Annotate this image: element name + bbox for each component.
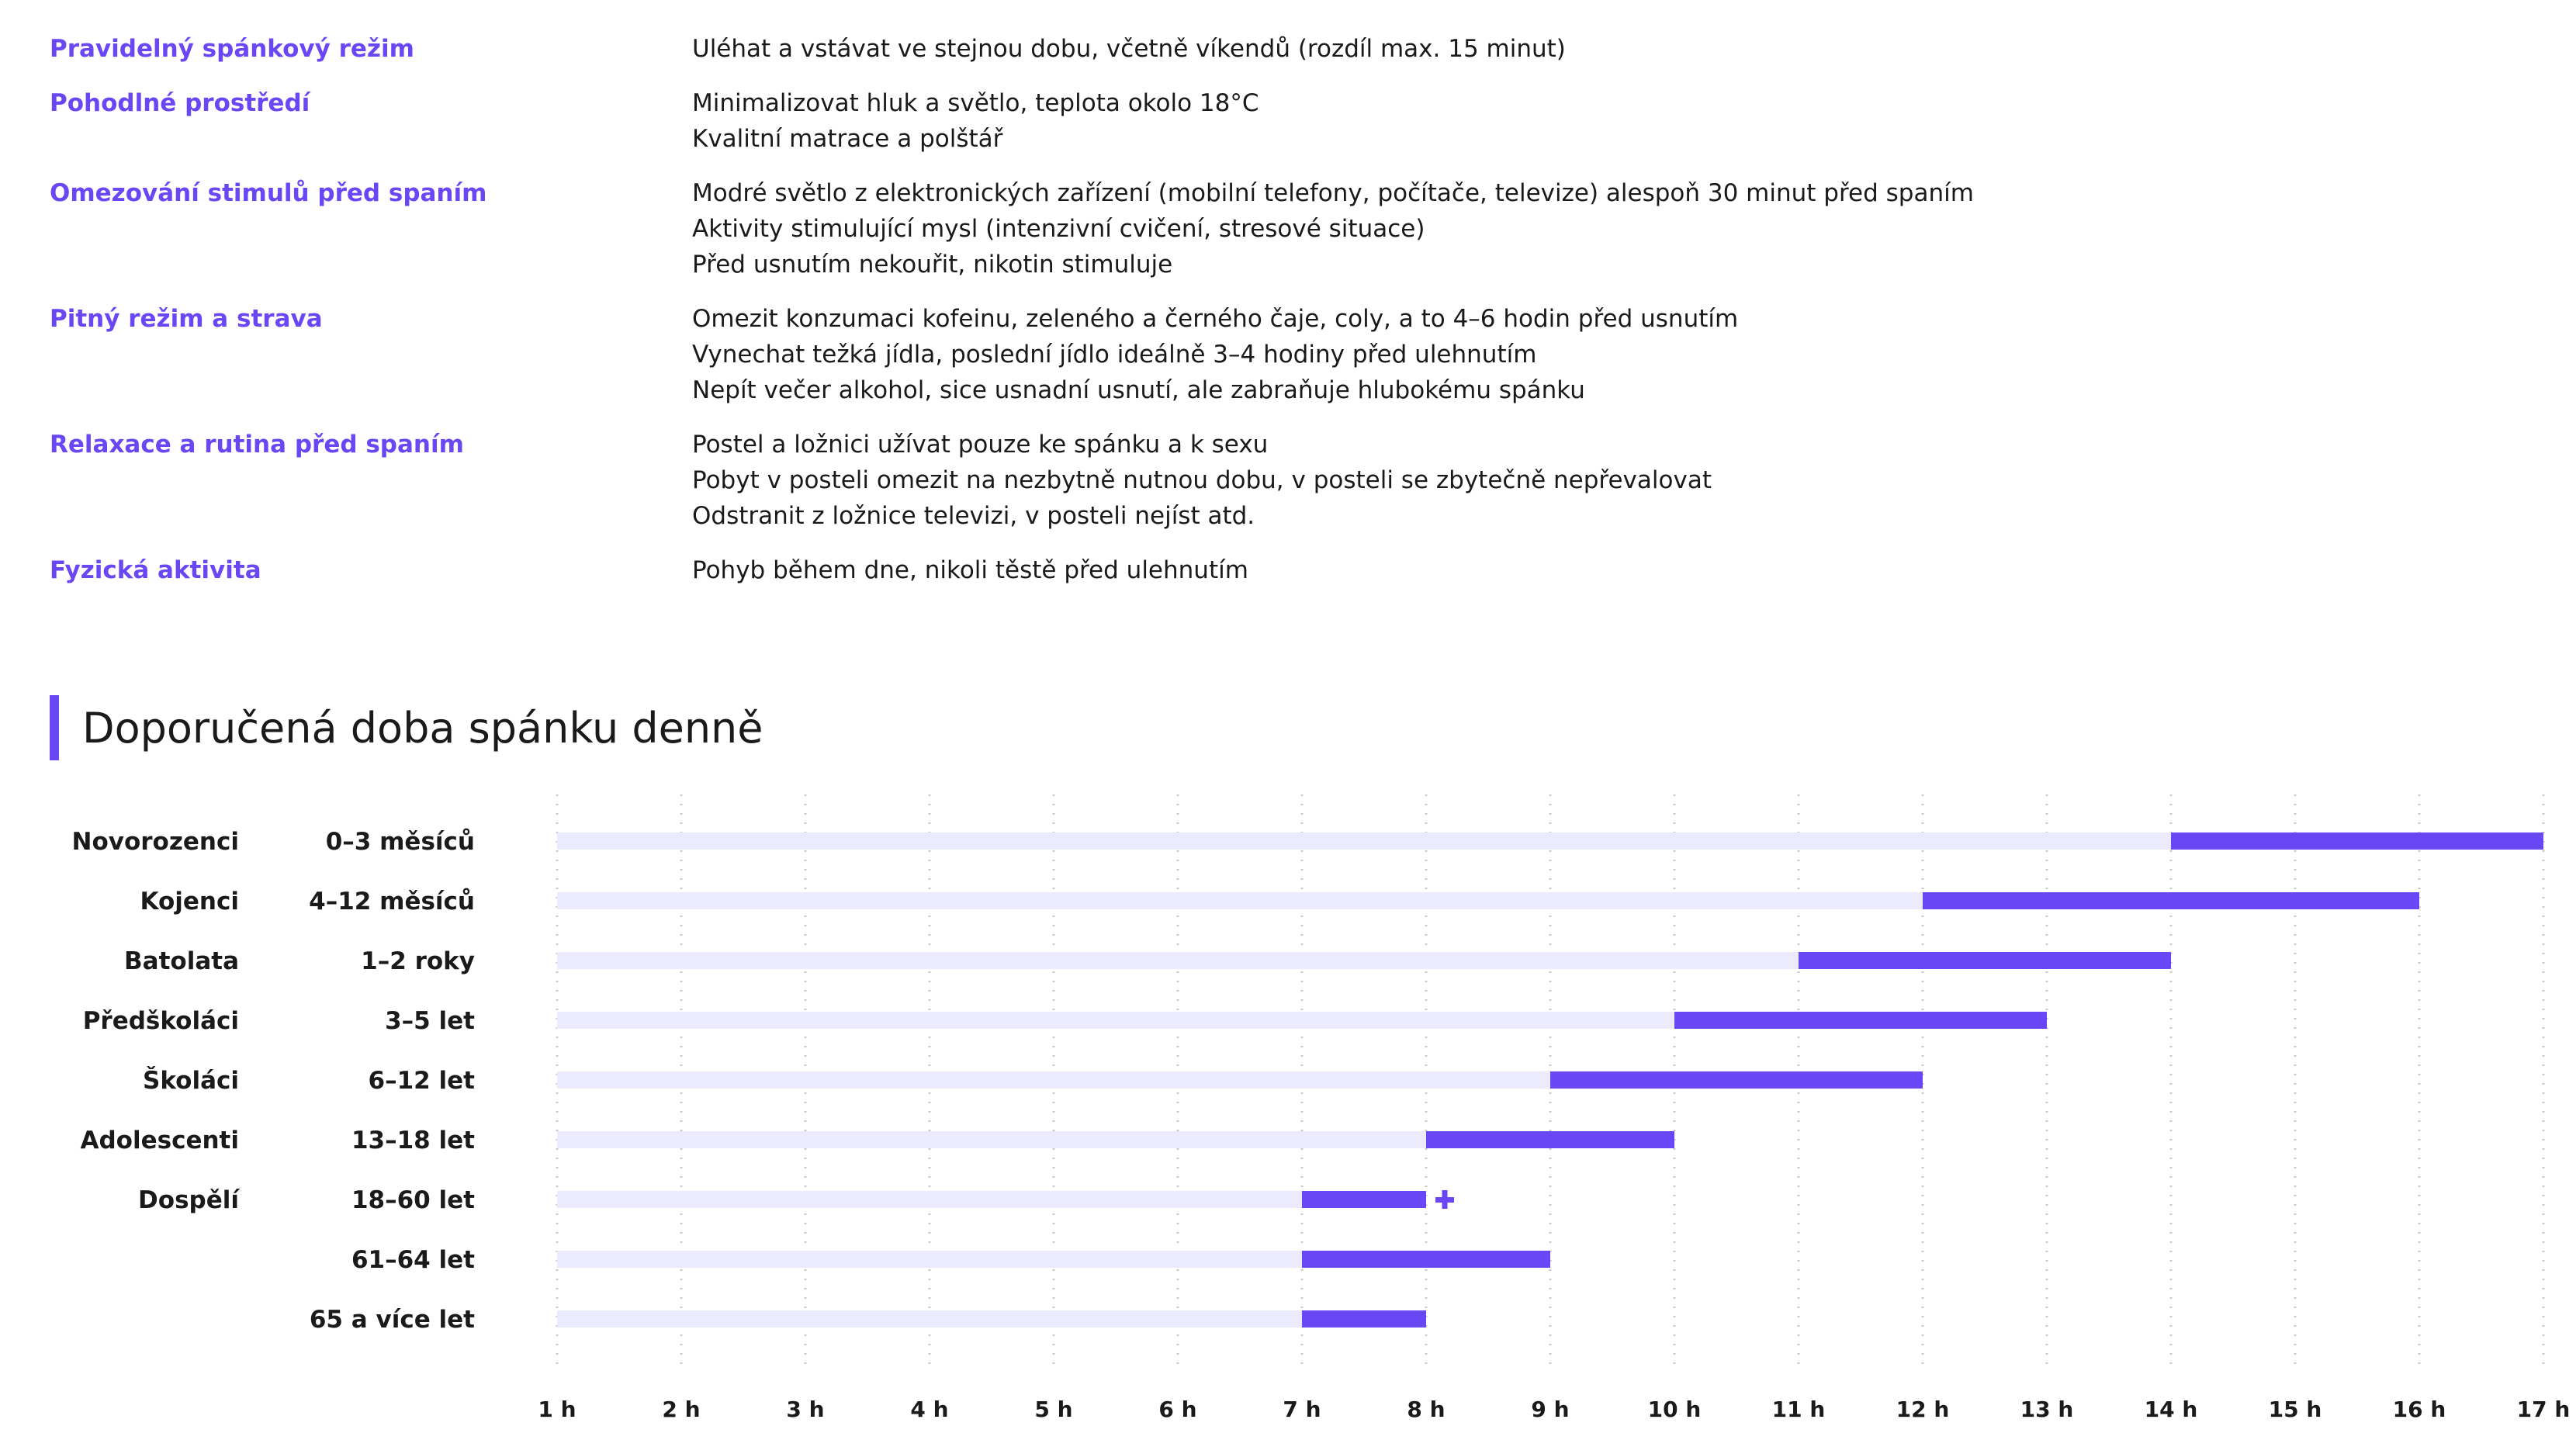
tip-line: Uléhat a vstávat ve stejnou dobu, včetně… (692, 35, 1566, 63)
x-tick-label: 9 h (1531, 1397, 1569, 1422)
bar-track (557, 832, 2171, 850)
tip-line: Pobyt v posteli omezit na nezbytně nutno… (692, 466, 1712, 494)
tip-lines: Pohyb během dne, nikoli těstě před ulehn… (692, 552, 2533, 588)
tip-lines: Omezit konzumaci kofeinu, zeleného a čer… (692, 301, 2533, 408)
age-label: 6–12 let (369, 1067, 476, 1095)
section-title: Doporučená doba spánku denně (82, 703, 763, 753)
tip-line: Minimalizovat hluk a světlo, teplota oko… (692, 89, 1259, 117)
x-tick-label: 5 h (1034, 1397, 1072, 1422)
tip-row: Relaxace a rutina před spaním Postel a lo… (50, 427, 2533, 534)
bar-range (1550, 1071, 1923, 1089)
x-tick-label: 6 h (1158, 1397, 1196, 1422)
tip-label: Pohodlné prostředí (50, 89, 310, 117)
tip-line: Omezit konzumaci kofeinu, zeleného a čer… (692, 305, 1739, 333)
age-label: 13–18 let (351, 1127, 475, 1154)
age-label: 3–5 let (385, 1007, 475, 1035)
group-label: Dospělí (138, 1186, 240, 1214)
x-tick-label: 8 h (1407, 1397, 1445, 1422)
x-tick-label: 15 h (2269, 1397, 2322, 1422)
bar-track (557, 1310, 1302, 1328)
group-label: Předškoláci (83, 1007, 239, 1035)
tip-line: Modré světlo z elektronických zařízení (… (692, 179, 1974, 207)
age-label: 0–3 měsíců (326, 828, 475, 856)
bar-range (2171, 832, 2543, 850)
x-tick-label: 10 h (1648, 1397, 1702, 1422)
bar-range (1799, 952, 2171, 969)
x-tick-label: 2 h (662, 1397, 700, 1422)
x-tick-label: 3 h (786, 1397, 824, 1422)
group-label: Novorozenci (72, 828, 239, 856)
bar-track (557, 892, 1923, 909)
tip-lines: Minimalizovat hluk a světlo, teplota oko… (692, 85, 2533, 157)
x-tick-label: 13 h (2020, 1397, 2074, 1422)
bar-track (557, 1191, 1302, 1208)
tip-label: Omezování stimulů před spaním (50, 179, 487, 207)
tip-row: Pravidelný spánkový režim Uléhat a vstáva… (50, 31, 2533, 67)
tip-lines: Uléhat a vstávat ve stejnou dobu, včetně… (692, 31, 2533, 67)
plus-icon (1442, 1190, 1448, 1209)
tip-line: Vynechat težká jídla, poslední jídlo ide… (692, 341, 1537, 369)
sleep-duration-chart: 1 h 2 h 3 h 4 h 5 h 6 h 7 h 8 h 9 h 10 h 11 h 12 h 1… (72, 794, 2571, 1422)
tip-line: Pohyb během dne, nikoli těstě před ulehn… (692, 556, 1248, 584)
tip-label: Relaxace a rutina před spaním (50, 431, 464, 459)
tip-row: Fyzická aktivita Pohyb během dne, nikoli … (50, 552, 2533, 588)
bar-range (1302, 1310, 1426, 1328)
tip-row: Omezování stimulů před spaním Modré světl… (50, 175, 2533, 282)
tip-row: Pitný režim a strava Omezit konzumaci kof… (50, 301, 2533, 408)
x-tick-label: 4 h (910, 1397, 948, 1422)
bar-track (557, 1012, 1674, 1029)
tip-lines: Postel a ložnici užívat pouze ke spánku … (692, 427, 2533, 534)
bar-range (1302, 1251, 1550, 1268)
x-tick-label: 11 h (1772, 1397, 1826, 1422)
age-label: 1–2 roky (361, 947, 475, 975)
tip-line: Odstranit z ložnice televizi, v posteli … (692, 502, 1255, 530)
tip-line: Postel a ložnici užívat pouze ke spánku … (692, 431, 1269, 459)
section-heading: Doporučená doba spánku denně (50, 695, 763, 760)
bar-track (557, 1071, 1550, 1089)
bar-track (557, 952, 1799, 969)
group-label: Kojenci (140, 888, 240, 916)
tip-line: Nepít večer alkohol, sice usnadní usnutí… (692, 376, 1585, 404)
tip-row: Pohodlné prostředí Minimalizovat hluk a s… (50, 85, 2533, 157)
bar-track (557, 1131, 1426, 1148)
tip-line: Kvalitní matrace a polštář (692, 125, 1003, 153)
x-tick-label: 12 h (1896, 1397, 1950, 1422)
x-tick-label: 1 h (538, 1397, 576, 1422)
tip-label: Pitný režim a strava (50, 305, 323, 333)
bar-track (557, 1251, 1302, 1268)
tip-label: Pravidelný spánkový režim (50, 35, 414, 63)
age-label: 65 a více let (310, 1306, 475, 1334)
bar-range (1674, 1012, 2047, 1029)
group-label: Adolescenti (81, 1127, 240, 1154)
tip-lines: Modré světlo z elektronických zařízení (… (692, 175, 2533, 282)
x-tick-label: 16 h (2393, 1397, 2446, 1422)
bar-range (1923, 892, 2419, 909)
tip-line: Aktivity stimulující mysl (intenzivní cv… (692, 215, 1425, 243)
tip-line: Před usnutím nekouřit, nikotin stimuluje (692, 251, 1173, 279)
group-label: Školáci (143, 1066, 239, 1095)
bar-range (1426, 1131, 1674, 1148)
sleep-tips-list: Pravidelný spánkový režim Uléhat a vstáva… (50, 31, 2533, 607)
age-label: 18–60 let (351, 1186, 475, 1214)
age-label: 61–64 let (351, 1246, 475, 1274)
x-tick-label: 7 h (1283, 1397, 1321, 1422)
x-tick-label: 14 h (2145, 1397, 2198, 1422)
group-label: Batolata (124, 947, 239, 975)
age-label: 4–12 měsíců (309, 888, 475, 916)
tip-label: Fyzická aktivita (50, 556, 261, 584)
section-accent-bar (50, 695, 59, 760)
bar-range (1302, 1191, 1426, 1208)
x-tick-label: 17 h (2517, 1397, 2571, 1422)
